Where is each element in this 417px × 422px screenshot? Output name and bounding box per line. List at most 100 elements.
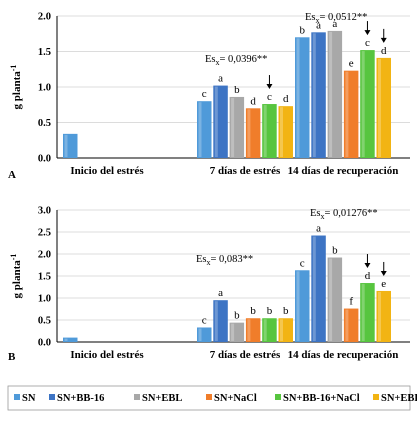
bar — [229, 322, 245, 342]
x-category-label: Inicio del estrés — [70, 349, 144, 361]
y-tick-label: 3.0 — [38, 206, 51, 217]
bar-highlight — [329, 258, 333, 341]
bar — [213, 300, 228, 342]
bar — [343, 308, 359, 342]
bar — [295, 270, 310, 342]
significance-letter: c — [202, 88, 207, 100]
legend-entry: SN+BB-16 — [57, 393, 104, 404]
panel-letter: B — [8, 351, 16, 363]
significance-letter: c — [202, 314, 207, 326]
significance-letter: b — [234, 84, 240, 96]
y-tick-label: 2.5 — [38, 228, 51, 239]
y-tick-label: 2.0 — [38, 250, 51, 261]
bar — [213, 85, 228, 158]
bar — [376, 57, 391, 158]
se-annotation: Esx= 0,083** — [196, 254, 253, 267]
bar — [376, 290, 391, 342]
bar-highlight — [280, 107, 283, 157]
bar — [311, 235, 326, 342]
bar-highlight — [247, 319, 251, 341]
bar — [311, 32, 326, 158]
bar — [295, 37, 310, 158]
arrow-head — [364, 30, 371, 36]
bar — [278, 318, 293, 342]
legend-entry: SN+EBL+NaCl — [381, 393, 417, 404]
significance-letter: b — [250, 305, 256, 317]
se-annotation: Esx= 0,0512** — [305, 12, 367, 25]
y-tick-label: 1.0 — [38, 294, 51, 305]
bar-highlight — [64, 134, 68, 157]
significance-letter: d — [250, 95, 256, 107]
significance-letter: e — [381, 278, 386, 290]
significance-letter: c — [267, 91, 272, 103]
bar — [278, 106, 293, 158]
x-category-label: 7 días de estrés — [210, 349, 281, 361]
y-tick-label: 1.5 — [38, 272, 51, 283]
bar-highlight — [345, 71, 349, 157]
se-annotation: Esx= 0,01276** — [310, 208, 378, 221]
legend-swatch — [275, 394, 281, 400]
bar — [360, 283, 375, 342]
panel-b-chart: 0.0 0.5 1.0 1.5 2.0 2.5 3.0 g planta-1 B Inicio d… — [8, 206, 410, 363]
significance-letter: c — [300, 257, 305, 269]
bar-highlight — [198, 102, 202, 157]
legend-swatch — [49, 394, 55, 400]
bar — [262, 104, 277, 158]
se-annotation: Esx= 0,0396** — [205, 54, 267, 67]
y-axis-label: g planta-1 — [9, 254, 23, 299]
legend-swatch — [14, 394, 20, 400]
bar — [197, 327, 212, 342]
bar — [262, 318, 277, 342]
y-tick-label: 1.0 — [38, 83, 51, 94]
significance-letter: b — [300, 24, 306, 36]
significance-letter: c — [365, 37, 370, 49]
legend-entry: SN+BB-16+NaCl — [283, 393, 360, 404]
bar — [360, 50, 375, 158]
x-category-label: 14 días de recuperación — [288, 165, 399, 177]
bar — [343, 70, 359, 158]
y-tick-label: 2.0 — [38, 12, 51, 23]
panel-a-chart: 0.0 0.5 1.0 1.5 2.0 g planta-1 A Inicio del est… — [8, 12, 410, 181]
bar-highlight — [361, 51, 365, 157]
significance-letter: d — [381, 45, 387, 57]
bar-highlight — [345, 309, 349, 341]
arrow-head — [266, 84, 273, 90]
significance-letter: a — [218, 287, 223, 299]
legend-swatch — [134, 394, 140, 400]
legend-swatch — [373, 394, 379, 400]
bar — [327, 257, 343, 342]
bar-highlight — [296, 271, 300, 341]
bar-highlight — [296, 38, 300, 157]
bar-highlight — [361, 284, 365, 341]
panel-letter: A — [8, 169, 16, 181]
x-category-label: 14 días de recuperación — [288, 349, 399, 361]
bar — [63, 337, 78, 342]
y-axis-label: g planta-1 — [9, 65, 23, 110]
significance-letter: f — [349, 296, 353, 308]
bar-highlight — [214, 86, 218, 157]
y-tick-label: 0.0 — [38, 338, 51, 349]
bar-highlight — [64, 338, 68, 341]
significance-letter: b — [332, 245, 338, 257]
bar-highlight — [231, 323, 235, 341]
bar — [229, 96, 245, 158]
bar-highlight — [214, 301, 218, 341]
bar-highlight — [198, 328, 202, 341]
bar — [245, 108, 261, 158]
x-category-label: Inicio del estrés — [70, 165, 144, 177]
legend: SN SN+BB-16 SN+EBL SN+NaCl SN+BB-16+NaCl SN+E… — [7, 385, 417, 411]
bar-highlight — [329, 31, 333, 157]
significance-letter: e — [349, 58, 354, 70]
x-category-label: 7 días de estrés — [210, 165, 281, 177]
bar-highlight — [263, 319, 267, 341]
bar-highlight — [280, 319, 283, 341]
legend-entry: SN+NaCl — [214, 393, 257, 404]
significance-letter: d — [283, 93, 289, 105]
legend-entry: SN — [22, 393, 36, 404]
significance-letter: a — [316, 19, 321, 31]
legend-frame — [7, 385, 411, 411]
bar — [63, 133, 78, 158]
bar — [327, 30, 343, 158]
significance-letter: a — [218, 73, 223, 85]
